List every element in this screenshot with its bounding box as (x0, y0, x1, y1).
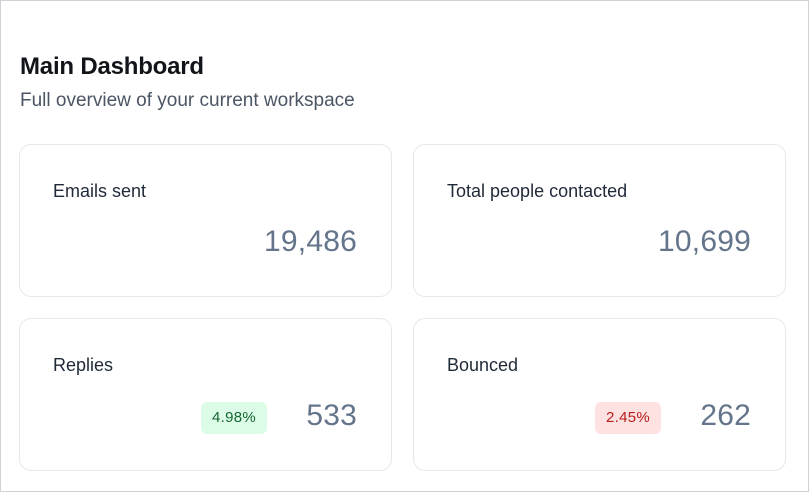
stat-label: Total people contacted (447, 181, 628, 201)
stat-label: Bounced (447, 355, 519, 375)
stat-value: 262 (700, 399, 751, 432)
page-subtitle: Full overview of your current workspace (20, 90, 355, 111)
stat-label: Replies (53, 355, 114, 375)
reply-rate-badge: 4.98% (200, 402, 267, 434)
page-title: Main Dashboard (20, 53, 204, 80)
stat-card-bounced: Bounced 2.45% 262 (413, 318, 786, 471)
stat-value: 533 (306, 399, 357, 432)
stat-value: 19,486 (264, 225, 357, 258)
stat-label: Emails sent (53, 181, 147, 201)
stat-value: 10,699 (658, 225, 751, 258)
stat-card-people-contacted: Total people contacted 10,699 (413, 144, 786, 297)
stat-card-emails-sent: Emails sent 19,486 (19, 144, 392, 297)
bounce-rate-badge: 2.45% (594, 402, 661, 434)
stat-card-replies: Replies 4.98% 533 (19, 318, 392, 471)
